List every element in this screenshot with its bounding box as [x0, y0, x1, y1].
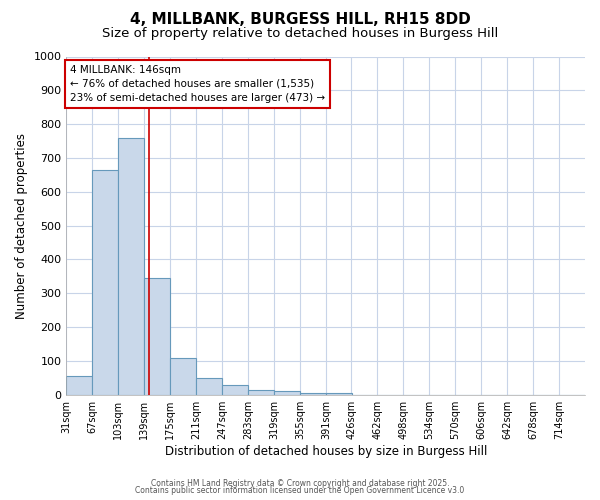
Bar — [118, 138, 145, 394]
Bar — [92, 170, 118, 394]
Bar — [222, 384, 248, 394]
Text: Size of property relative to detached houses in Burgess Hill: Size of property relative to detached ho… — [102, 28, 498, 40]
Bar — [248, 390, 274, 394]
Bar — [196, 378, 222, 394]
Text: 4, MILLBANK, BURGESS HILL, RH15 8DD: 4, MILLBANK, BURGESS HILL, RH15 8DD — [130, 12, 470, 28]
Bar — [170, 358, 196, 395]
Y-axis label: Number of detached properties: Number of detached properties — [15, 132, 28, 318]
Bar — [300, 393, 326, 394]
Text: Contains public sector information licensed under the Open Government Licence v3: Contains public sector information licen… — [136, 486, 464, 495]
Bar — [326, 393, 352, 394]
X-axis label: Distribution of detached houses by size in Burgess Hill: Distribution of detached houses by size … — [164, 444, 487, 458]
Bar — [67, 376, 92, 394]
Text: Contains HM Land Registry data © Crown copyright and database right 2025.: Contains HM Land Registry data © Crown c… — [151, 478, 449, 488]
Bar — [145, 278, 170, 394]
Text: 4 MILLBANK: 146sqm
← 76% of detached houses are smaller (1,535)
23% of semi-deta: 4 MILLBANK: 146sqm ← 76% of detached hou… — [70, 65, 325, 103]
Bar — [274, 392, 300, 394]
